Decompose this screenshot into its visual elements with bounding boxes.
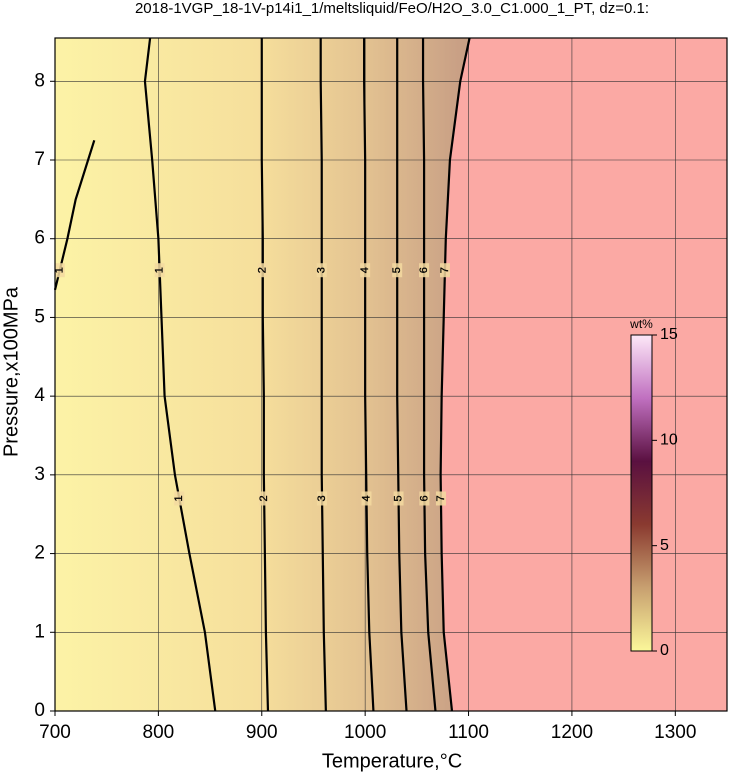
contour-line xyxy=(439,37,471,712)
y-tick-label: 4 xyxy=(34,385,45,406)
x-tick-label: 1100 xyxy=(448,722,489,743)
contour-label: 6 xyxy=(418,495,430,501)
contour-label: 5 xyxy=(391,267,403,273)
colorbar-tick-label: 10 xyxy=(660,432,678,449)
x-axis-label: Temperature,°C xyxy=(322,750,462,772)
colorbar-tick-label: 15 xyxy=(660,326,678,343)
contour-line xyxy=(260,38,270,712)
contour-label-bg xyxy=(393,491,404,506)
x-tick-label: 900 xyxy=(246,722,278,743)
contour-label-bg xyxy=(435,491,446,506)
contour-label: 2 xyxy=(257,267,269,273)
contour-label-bg xyxy=(154,263,165,278)
contour-label-bg xyxy=(360,263,371,278)
contour-label: 7 xyxy=(435,495,447,501)
contour-label-bg xyxy=(419,491,430,506)
contour-label-bg xyxy=(419,263,430,278)
contour-line xyxy=(143,37,217,712)
contour-label: 1 xyxy=(54,267,66,273)
contour-label-bg xyxy=(257,263,268,278)
y-tick-label: 1 xyxy=(34,621,45,642)
y-axis-label: Pressure,x100MPa xyxy=(0,286,22,457)
y-tick-label: 6 xyxy=(34,228,45,249)
colorbar-tick-label: 5 xyxy=(660,537,669,554)
y-tick-label: 2 xyxy=(34,543,45,564)
contour-line xyxy=(53,139,96,291)
contour-line xyxy=(319,38,327,712)
contour-label-bg xyxy=(392,263,403,278)
contour-label: 1 xyxy=(173,495,185,501)
contour-line xyxy=(396,38,408,712)
chart-title: 2018-1VGP_18-1V-p14i1_1/meltsliquid/FeO/… xyxy=(135,0,649,17)
y-tick-label: 8 xyxy=(34,70,45,91)
contour-label: 3 xyxy=(316,267,328,273)
y-tick-label: 3 xyxy=(34,464,45,485)
contour-label: 1 xyxy=(154,267,166,273)
colorbar-label: wt% xyxy=(629,317,653,331)
contour-label: 7 xyxy=(439,267,451,273)
above-region xyxy=(440,38,727,711)
contour-label-bg xyxy=(174,491,185,506)
y-tick-label: 7 xyxy=(34,149,45,170)
contour-line xyxy=(363,38,375,712)
contour-label-bg xyxy=(317,491,328,506)
contour-label: 4 xyxy=(360,495,372,501)
contour-label: 5 xyxy=(392,495,404,501)
colorbar xyxy=(630,334,653,652)
contour-label-bg xyxy=(54,263,65,278)
y-tick-label: 5 xyxy=(34,306,45,327)
contour-label-bg xyxy=(316,263,327,278)
contour-label: 4 xyxy=(359,267,371,273)
contour-label: 6 xyxy=(418,267,430,273)
plot-frame xyxy=(54,37,728,712)
contour-label: 3 xyxy=(316,495,328,501)
contour-label-bg xyxy=(439,263,450,278)
contour-label: 2 xyxy=(258,495,270,501)
x-tick-label: 1000 xyxy=(344,722,386,743)
contour-line xyxy=(421,38,437,712)
x-tick-label: 800 xyxy=(143,722,175,743)
x-tick-label: 700 xyxy=(39,722,71,743)
x-tick-label: 1300 xyxy=(654,722,696,743)
y-tick-label: 0 xyxy=(34,700,45,721)
colorbar-tick-label: 0 xyxy=(660,642,669,659)
contour-label-bg xyxy=(361,491,372,506)
contour-label-bg xyxy=(259,491,270,506)
x-tick-label: 1200 xyxy=(551,722,593,743)
